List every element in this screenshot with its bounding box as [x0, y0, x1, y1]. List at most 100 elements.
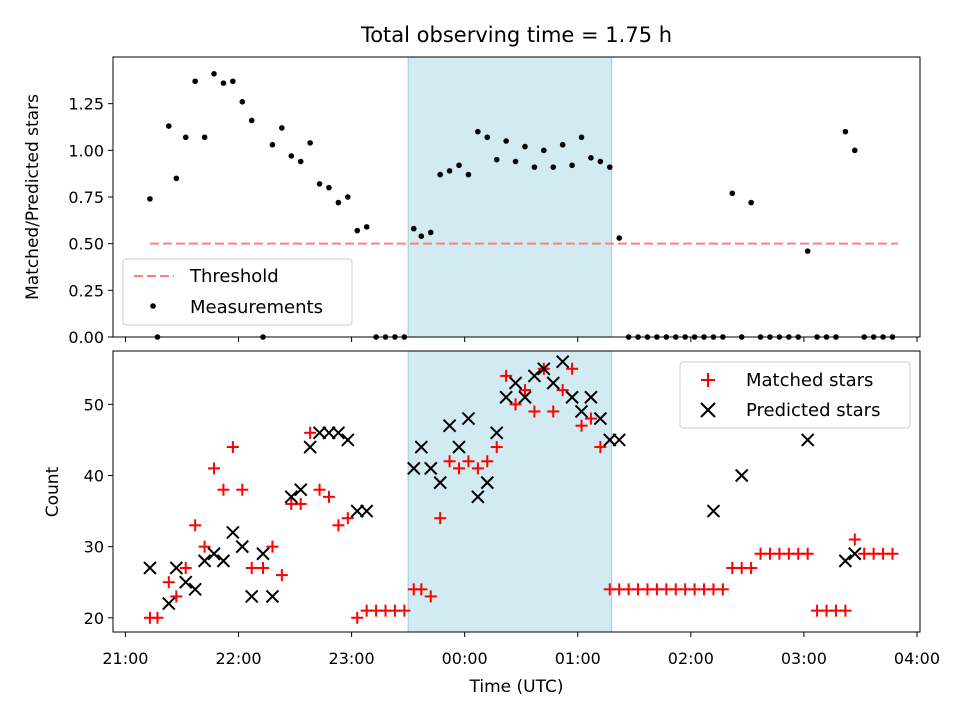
measurement-point: [729, 190, 736, 197]
predicted-star-point: [169, 561, 184, 575]
matched-star-point: [294, 497, 307, 510]
top-y-tick-label: 1.25: [68, 95, 104, 114]
predicted-star-point: [555, 354, 570, 369]
matched-star-point: [162, 576, 175, 589]
predicted-star-point: [471, 490, 485, 504]
legend-predicted-label: Predicted stars: [746, 400, 880, 421]
top-y-axis-ticks: 0.00 0.25 0.50 0.75 1.00 1.25: [68, 95, 113, 347]
matched-star-point: [716, 583, 729, 596]
x-axis-label: Time (UTC): [469, 677, 564, 697]
matched-star-point: [453, 462, 466, 475]
predicted-star-point: [518, 390, 532, 404]
predicted-star-point: [414, 440, 429, 454]
measurement-point: [427, 229, 434, 236]
measurement-point: [297, 158, 304, 165]
measurement-point: [550, 164, 557, 170]
measurement-point: [851, 147, 858, 154]
matched-star-point: [547, 405, 560, 418]
predicted-star-point: [490, 426, 504, 440]
matched-star-point: [801, 547, 814, 560]
predicted-star-point: [216, 554, 231, 568]
predicted-stars-series: [143, 354, 862, 611]
measurement-point: [248, 117, 255, 124]
measurement-point: [522, 143, 528, 150]
predicted-star-point: [162, 596, 176, 611]
measurement-point: [173, 175, 180, 182]
predicted-star-point: [303, 440, 317, 454]
observing-span-top: [407, 56, 613, 338]
top-y-tick-label: 0.50: [68, 235, 104, 254]
predicted-star-point: [584, 390, 598, 404]
measurement-point: [307, 140, 313, 146]
matched-star-point: [886, 547, 899, 560]
measurement-point: [616, 235, 623, 241]
predicted-star-point: [284, 490, 298, 504]
predicted-star-point: [800, 433, 815, 447]
matched-star-point: [236, 483, 249, 496]
bottom-axes-frame: [112, 350, 921, 633]
bottom-y-axis-label: Count: [43, 466, 63, 517]
measurement-point: [475, 128, 481, 135]
x-tick-label: 01:00: [555, 649, 601, 668]
top-y-axis-label: Matched/Predicted stars: [23, 94, 43, 300]
predicted-star-point: [499, 390, 513, 404]
bottom-y-tick-label: 50: [84, 395, 104, 414]
predicted-star-point: [350, 504, 364, 518]
predicted-star-point: [265, 589, 280, 604]
predicted-star-point: [593, 411, 608, 426]
legend-threshold-label: Threshold: [189, 266, 279, 287]
measurement-point: [418, 233, 425, 239]
measurement-point: [335, 199, 342, 206]
matched-star-point: [584, 412, 597, 425]
matched-star-point: [245, 561, 258, 574]
measurement-point: [437, 171, 443, 178]
matched-star-point: [481, 455, 494, 468]
top-legend-box: [122, 258, 353, 326]
measurement-point: [569, 162, 575, 169]
matched-star-point: [556, 384, 569, 397]
predicted-star-point: [461, 411, 476, 426]
matched-star-point: [424, 590, 437, 603]
predicted-star-point: [603, 433, 617, 447]
predicted-star-point: [706, 504, 721, 518]
matched-star-point: [198, 540, 211, 553]
measurement-point: [842, 128, 849, 135]
top-legend: Threshold Measurements: [122, 258, 353, 326]
ratio-panel: 0.00 0.25 0.50 0.75 1.00 1.25 Matched/Predict…: [23, 56, 921, 347]
measurement-point: [588, 155, 594, 161]
chart-title: Total observing time = 1.75 h: [360, 23, 672, 47]
top-y-tick-label: 0.00: [68, 328, 104, 347]
predicted-star-point: [848, 547, 862, 561]
count-panel: 20 30 40 50 21:00 22:00 23:00 00:00 01:00 02:00 0…: [43, 350, 940, 697]
matched-star-point: [189, 519, 202, 532]
measurement-point: [531, 164, 538, 170]
predicted-star-point: [188, 582, 202, 597]
measurement-point: [465, 171, 472, 178]
measurement-point: [279, 125, 285, 131]
measurement-point: [269, 141, 276, 148]
measurement-point: [559, 141, 566, 148]
legend-measurements-swatch: [150, 303, 156, 309]
matched-star-point: [257, 561, 270, 574]
measurement-point: [804, 248, 811, 254]
measurement-point: [326, 184, 332, 191]
predicted-star-point: [527, 369, 542, 383]
legend-measurements-label: Measurements: [190, 297, 323, 318]
matched-star-point: [322, 490, 335, 503]
top-y-tick-label: 0.25: [68, 281, 104, 300]
matched-star-point: [415, 583, 428, 596]
matched-star-point: [151, 611, 164, 624]
bottom-legend: Matched stars Predicted stars: [679, 361, 911, 429]
measurement-point: [456, 162, 462, 169]
matched-star-point: [443, 455, 456, 468]
matched-star-point: [208, 462, 221, 475]
measurement-point: [316, 181, 323, 187]
predicted-star-point: [452, 440, 466, 454]
predicted-star-point: [331, 426, 346, 440]
measurement-point: [512, 158, 519, 165]
x-tick-label: 21:00: [102, 649, 148, 668]
bottom-legend-box: [679, 361, 911, 429]
measurement-point: [211, 71, 217, 77]
predicted-star-point: [207, 547, 221, 561]
